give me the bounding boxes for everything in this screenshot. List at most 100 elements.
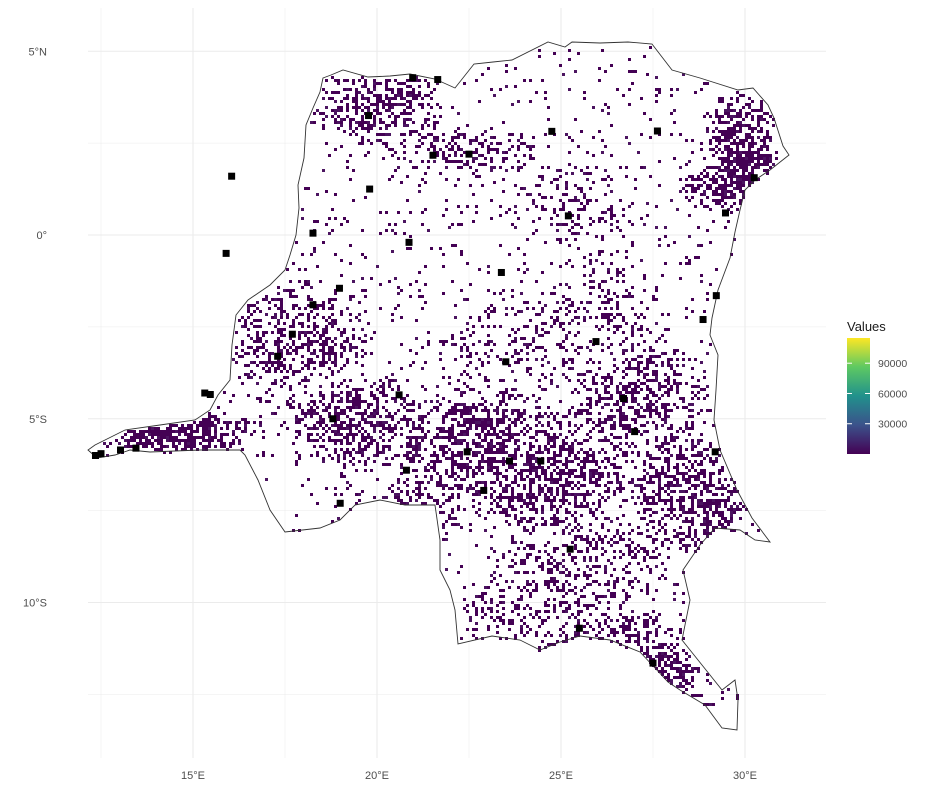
raster-cell <box>739 187 742 190</box>
raster-cell <box>292 529 295 532</box>
raster-cell <box>607 175 610 178</box>
raster-cell <box>304 334 307 337</box>
raster-cell <box>535 406 538 409</box>
raster-cell <box>313 424 316 427</box>
raster-cell <box>568 310 571 313</box>
raster-cell <box>433 406 436 409</box>
raster-cell <box>340 397 343 400</box>
raster-cell <box>175 448 178 451</box>
raster-cell <box>502 412 505 415</box>
raster-cell <box>739 175 742 178</box>
raster-cell <box>472 472 475 475</box>
raster-cell <box>466 421 469 424</box>
raster-cell <box>334 451 337 454</box>
raster-cell <box>562 301 565 304</box>
raster-cell <box>622 499 625 502</box>
raster-cell <box>715 166 718 169</box>
raster-cell <box>616 466 619 469</box>
raster-cell <box>703 175 706 178</box>
raster-cell <box>556 223 559 226</box>
raster-cell <box>676 364 679 367</box>
raster-cell <box>757 148 760 151</box>
raster-cell <box>568 502 571 505</box>
raster-cell <box>475 136 478 139</box>
raster-cell <box>541 511 544 514</box>
raster-cell <box>403 400 406 403</box>
raster-cell <box>370 124 373 127</box>
raster-cell <box>178 439 181 442</box>
raster-cell <box>265 313 268 316</box>
raster-cell <box>721 484 724 487</box>
raster-cell <box>589 430 592 433</box>
raster-cell <box>703 448 706 451</box>
raster-cell <box>175 424 178 427</box>
raster-cell <box>415 499 418 502</box>
raster-cell <box>637 412 640 415</box>
raster-cell <box>715 187 718 190</box>
raster-cell <box>568 454 571 457</box>
raster-cell <box>337 106 340 109</box>
raster-cell <box>472 172 475 175</box>
raster-cell <box>391 112 394 115</box>
raster-cell <box>475 445 478 448</box>
raster-cell <box>598 220 601 223</box>
raster-cell <box>478 451 481 454</box>
raster-cell <box>400 82 403 85</box>
raster-cell <box>688 175 691 178</box>
raster-cell <box>661 451 664 454</box>
raster-cell <box>739 199 742 202</box>
raster-cell <box>673 514 676 517</box>
raster-cell <box>403 406 406 409</box>
raster-cell <box>472 454 475 457</box>
raster-cell <box>724 130 727 133</box>
raster-cell <box>328 358 331 361</box>
raster-cell <box>739 124 742 127</box>
raster-cell <box>487 460 490 463</box>
raster-cell <box>640 415 643 418</box>
raster-cell <box>712 424 715 427</box>
raster-cell <box>418 415 421 418</box>
raster-cell <box>184 442 187 445</box>
raster-cell <box>544 331 547 334</box>
raster-cell <box>679 427 682 430</box>
raster-cell <box>376 82 379 85</box>
raster-cell <box>505 451 508 454</box>
raster-cell <box>529 367 532 370</box>
raster-cell <box>397 487 400 490</box>
raster-cell <box>256 319 259 322</box>
raster-cell <box>412 457 415 460</box>
raster-cell <box>655 412 658 415</box>
raster-cell <box>586 457 589 460</box>
raster-cell <box>598 499 601 502</box>
raster-cell <box>397 493 400 496</box>
raster-cell <box>679 502 682 505</box>
raster-cell <box>400 427 403 430</box>
raster-cell <box>601 538 604 541</box>
raster-cell <box>589 523 592 526</box>
raster-cell <box>538 313 541 316</box>
raster-cell <box>322 88 325 91</box>
raster-cell <box>565 283 568 286</box>
raster-cell <box>193 439 196 442</box>
raster-cell <box>322 394 325 397</box>
raster-cell <box>697 505 700 508</box>
raster-cell <box>202 424 205 427</box>
raster-cell <box>520 493 523 496</box>
raster-cell <box>364 256 367 259</box>
raster-cell <box>466 427 469 430</box>
raster-cell <box>385 229 388 232</box>
raster-cell <box>295 346 298 349</box>
raster-cell <box>265 361 268 364</box>
raster-cell <box>733 529 736 532</box>
raster-cell <box>496 418 499 421</box>
raster-cell <box>199 436 202 439</box>
raster-cell <box>589 448 592 451</box>
raster-cell <box>676 454 679 457</box>
raster-cell <box>436 139 439 142</box>
raster-cell <box>571 361 574 364</box>
raster-cell <box>376 400 379 403</box>
raster-cell <box>739 181 742 184</box>
raster-cell <box>328 316 331 319</box>
raster-cell <box>616 454 619 457</box>
raster-cell <box>421 103 424 106</box>
